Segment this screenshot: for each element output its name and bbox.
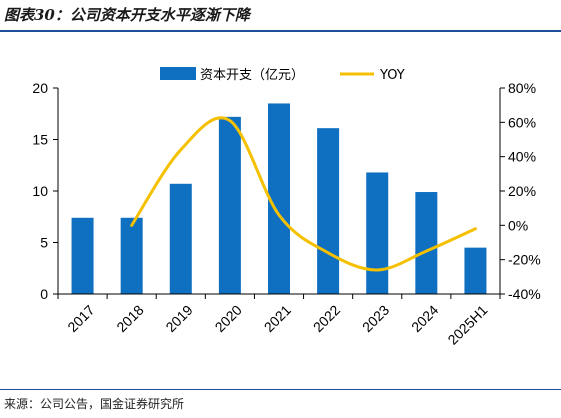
legend-label-line: YOY — [379, 68, 405, 83]
source-rule — [0, 389, 561, 390]
bar-2022 — [317, 128, 340, 294]
bar-2023 — [366, 172, 389, 294]
x-tick-label: 2021 — [261, 302, 294, 335]
right-tick-label: 0% — [508, 217, 528, 233]
x-tick-label: 2018 — [113, 302, 146, 335]
bar-2025H1 — [464, 247, 487, 294]
bar-2017 — [71, 217, 94, 294]
bar-2018 — [120, 217, 143, 294]
legend: 资本开支（亿元） YOY — [160, 67, 405, 83]
chart-title: 图表30：公司资本开支水平逐渐下降 — [4, 6, 250, 24]
right-tick-label: 60% — [508, 114, 536, 130]
chart: 0 5 10 15 20 -40% -20% 0% 20% 40% 60% 80% 2017 2018 20… — [32, 67, 541, 348]
left-tick-label: 20 — [32, 80, 48, 96]
legend-label-bar: 资本开支（亿元） — [200, 68, 304, 83]
bar-2024 — [415, 192, 438, 294]
x-tick-label: 2020 — [212, 302, 245, 335]
right-tick-label: -20% — [508, 252, 541, 268]
source-note: 来源：公司公告，国金证券研究所 — [4, 397, 185, 411]
left-tick-label: 10 — [32, 183, 48, 199]
right-tick-label: 80% — [508, 80, 536, 96]
legend-swatch-bar — [160, 67, 196, 80]
x-tick-label: 2017 — [64, 302, 97, 335]
x-tick-label: 2025H1 — [445, 302, 491, 348]
right-tick-label: 40% — [508, 149, 536, 165]
bar-2020 — [218, 116, 241, 294]
left-tick-label: 0 — [40, 286, 48, 302]
yoy-line-group — [130, 116, 477, 272]
right-tick-label: 20% — [508, 183, 536, 199]
x-tick-label: 2023 — [359, 302, 392, 335]
yoy-line — [130, 116, 477, 272]
bar-2021 — [268, 103, 290, 294]
left-tick-label: 5 — [40, 235, 48, 251]
x-tick-label: 2024 — [408, 302, 441, 335]
bar-2019 — [169, 183, 192, 294]
title-rule — [0, 30, 561, 32]
left-tick-label: 15 — [32, 132, 48, 148]
x-tick-label: 2022 — [310, 302, 343, 335]
right-tick-label: -40% — [508, 286, 541, 302]
bars-group — [71, 103, 487, 294]
x-tick-label: 2019 — [162, 302, 195, 335]
